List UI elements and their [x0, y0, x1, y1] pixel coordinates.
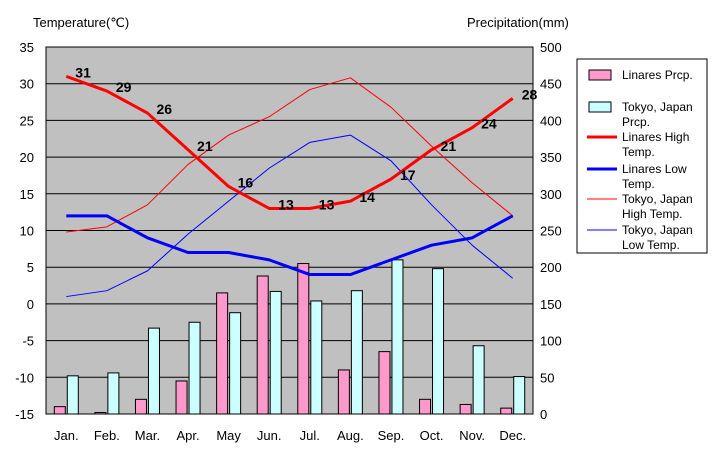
legend-label: Linares High [622, 130, 689, 144]
data-label: 24 [481, 116, 497, 132]
bar-tokyo-japan-prcp- [432, 268, 445, 415]
x-tick-label: Nov. [459, 428, 485, 443]
legend-swatch [588, 101, 612, 113]
right-tick-label: 350 [540, 150, 562, 165]
right-tick-label: 300 [540, 187, 562, 202]
line-tokyo-japan-high-temp- [66, 77, 514, 233]
bar-tokyo-japan-prcp- [513, 376, 526, 415]
right-tick-label: 450 [540, 77, 562, 92]
legend-label: Tokyo, Japan [622, 100, 693, 114]
right-tick-label: 500 [540, 40, 562, 55]
data-label: 16 [238, 174, 254, 190]
x-tick-label: Feb. [94, 428, 120, 443]
legend-label: Tokyo, Japan [622, 192, 693, 206]
legend-label: High Temp. [622, 207, 682, 221]
right-tick-label: 250 [540, 224, 562, 239]
bar-tokyo-japan-prcp- [107, 372, 120, 415]
bar-linares-prcp- [175, 380, 188, 415]
bar-tokyo-japan-prcp- [147, 327, 160, 415]
bar-linares-prcp- [134, 398, 147, 415]
data-label: 21 [441, 138, 457, 154]
bar-tokyo-japan-prcp- [66, 375, 79, 415]
data-label: 31 [75, 64, 91, 80]
bar-tokyo-japan-prcp- [188, 321, 201, 415]
left-tick-label: 35 [20, 40, 34, 55]
legend-label: Linares Low [622, 162, 687, 176]
bar-linares-prcp- [53, 406, 66, 415]
right-tick-label: 50 [540, 370, 554, 385]
left-tick-label: 15 [20, 187, 34, 202]
bar-tokyo-japan-prcp- [229, 312, 242, 415]
data-label: 26 [156, 101, 172, 117]
bar-tokyo-japan-prcp- [350, 290, 363, 415]
legend-label: Prcp. [622, 115, 650, 129]
left-tick-label: 30 [20, 77, 34, 92]
line-tokyo-japan-low-temp- [66, 134, 514, 298]
data-label: 21 [197, 138, 213, 154]
data-label: 13 [319, 196, 335, 212]
bar-linares-prcp- [459, 403, 472, 415]
x-tick-label: Oct. [420, 428, 444, 443]
x-tick-label: Jan. [54, 428, 79, 443]
bar-tokyo-japan-prcp- [391, 259, 404, 415]
x-tick-label: Apr. [176, 428, 199, 443]
bar-linares-prcp- [297, 263, 310, 415]
x-tick-label: Jun. [257, 428, 282, 443]
legend-box [576, 58, 708, 254]
x-tick-label: May [216, 428, 241, 443]
right-tick-label: 0 [540, 407, 547, 422]
line-linares-low-temp- [66, 214, 514, 277]
data-label: 17 [400, 167, 416, 183]
left-tick-label: -15 [15, 407, 34, 422]
legend-label: Temp. [622, 177, 655, 191]
bar-linares-prcp- [378, 351, 391, 415]
bar-linares-prcp- [337, 369, 350, 415]
bar-linares-prcp- [256, 275, 269, 415]
right-tick-label: 200 [540, 260, 562, 275]
legend-label: Linares Prcp. [622, 68, 693, 82]
left-axis-title: Temperature(℃) [33, 15, 129, 30]
data-label: 28 [522, 86, 538, 102]
data-label: 14 [359, 189, 375, 205]
right-tick-label: 400 [540, 113, 562, 128]
left-tick-label: -5 [22, 334, 34, 349]
data-label: 13 [278, 196, 294, 212]
x-tick-label: Mar. [135, 428, 160, 443]
right-tick-label: 150 [540, 297, 562, 312]
right-tick-label: 100 [540, 334, 562, 349]
line-linares-high-temp- [65, 74, 514, 210]
legend-label: Temp. [622, 145, 655, 159]
bar-tokyo-japan-prcp- [310, 300, 323, 415]
left-tick-label: 0 [27, 297, 34, 312]
bar-linares-prcp- [94, 412, 107, 415]
data-label: 29 [116, 79, 132, 95]
bar-linares-prcp- [500, 407, 513, 415]
left-tick-label: 5 [27, 260, 34, 275]
x-tick-label: Dec. [499, 428, 526, 443]
x-tick-label: Sep. [378, 428, 405, 443]
bar-tokyo-japan-prcp- [472, 345, 485, 415]
x-tick-label: Jul. [300, 428, 320, 443]
legend-swatch [588, 69, 612, 81]
left-tick-label: 10 [20, 224, 34, 239]
left-tick-label: 25 [20, 113, 34, 128]
left-tick-label: -10 [15, 370, 34, 385]
legend-label: Tokyo, Japan [622, 223, 693, 237]
legend-label: Low Temp. [622, 238, 680, 252]
bar-tokyo-japan-prcp- [269, 290, 282, 415]
left-tick-label: 20 [20, 150, 34, 165]
bar-linares-prcp- [216, 292, 229, 415]
right-axis-title: Precipitation(mm) [467, 15, 569, 30]
bar-linares-prcp- [419, 398, 432, 415]
x-tick-label: Aug. [337, 428, 364, 443]
